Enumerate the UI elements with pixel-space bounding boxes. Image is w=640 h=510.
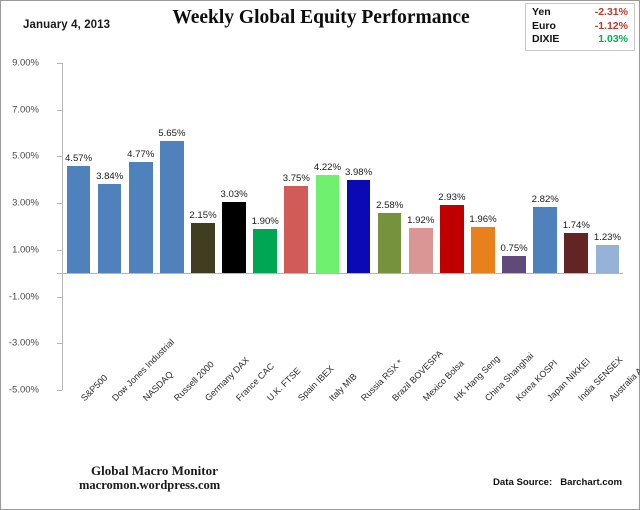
brand-name: Global Macro Monitor [91, 463, 218, 478]
y-axis-tick [57, 109, 62, 111]
y-axis-tick [57, 203, 62, 205]
bar-slot: 1.90% [250, 63, 281, 390]
bar-value-label: 2.93% [438, 191, 466, 203]
data-source-value: Barchart.com [560, 477, 623, 488]
y-axis-tick-label: -3.00% [8, 337, 39, 349]
bar-value-label: 2.15% [189, 210, 217, 221]
bar-value-label: 0.75% [500, 242, 528, 254]
bar[interactable] [377, 212, 402, 274]
bar[interactable] [253, 228, 278, 274]
bar[interactable] [66, 166, 91, 274]
bar-value-label: 2.58% [376, 199, 404, 211]
bar-value-label: 1.92% [407, 215, 435, 227]
bar[interactable] [315, 174, 340, 274]
bar-value-label: 3.98% [344, 167, 373, 179]
y-axis-line [62, 63, 63, 390]
bar-value-label: 3.84% [96, 170, 124, 182]
y-axis-tick-label: 7.00% [12, 104, 39, 116]
data-source-label: Data Source: [493, 477, 553, 488]
y-axis-tick [57, 343, 62, 345]
fx-row: Euro -1.12% [532, 20, 628, 34]
y-axis-tick [57, 63, 62, 64]
bar[interactable] [284, 185, 309, 274]
bar-slot: 1.23% [592, 63, 623, 390]
zero-baseline [57, 273, 623, 275]
bar[interactable] [191, 223, 215, 274]
fx-value: -2.31% [594, 6, 628, 18]
y-axis-tick-label: 9.00% [12, 57, 39, 69]
bar-value-label: 1.23% [593, 231, 622, 243]
chart-title: Weekly Global Equity Performance [172, 7, 470, 28]
bar-slot: 3.75% [281, 63, 312, 390]
bar-slot: 5.65% [156, 63, 187, 390]
bar-value-label: 3.75% [282, 172, 310, 184]
fx-name: Yen [532, 6, 551, 18]
bar-slot: 2.93% [436, 63, 467, 390]
bar[interactable] [595, 244, 620, 274]
bar-slot: 3.98% [343, 63, 374, 390]
bar-value-label: 3.03% [220, 189, 248, 201]
bar[interactable] [128, 161, 153, 274]
bar[interactable] [471, 227, 495, 274]
bar[interactable] [222, 202, 246, 274]
bar[interactable] [346, 180, 371, 274]
y-axis-tick-label: -1.00% [8, 291, 39, 303]
bar-value-label: 4.22% [313, 161, 342, 173]
bar-value-label: 1.90% [251, 215, 279, 227]
fx-value: -1.12% [594, 19, 628, 32]
bar[interactable] [408, 228, 433, 274]
y-axis-tick-label: 1.00% [12, 244, 39, 256]
y-axis-tick [57, 249, 62, 251]
date-label: January 4, 2013 [23, 19, 111, 31]
brand-footer: Global Macro Monitor macromon.wordpress.… [79, 463, 220, 493]
plot-area: 9.00% 7.00% 5.00% 3.00% 1.00% -1.00% -3.00% -5.… [9, 58, 640, 404]
bar-value-label: 2.82% [531, 194, 559, 206]
y-axis-tick [57, 296, 62, 298]
bar-value-label: 5.65% [158, 128, 186, 140]
bar-slot: 2.82% [530, 63, 561, 390]
bar-value-label: 1.74% [562, 219, 590, 231]
bar[interactable] [564, 232, 589, 274]
bar-value-label: 1.96% [469, 214, 497, 226]
fx-row: DIXIE 1.03% [532, 33, 628, 47]
bar-slot: 4.22% [312, 63, 343, 390]
bar-slot: 4.57% [63, 63, 94, 390]
y-axis-tick-label: -5.00% [8, 384, 39, 396]
fx-value: 1.03% [598, 33, 628, 45]
bar-slot: 3.84% [94, 63, 125, 390]
bar[interactable] [502, 255, 526, 274]
bar-slot: 0.75% [499, 63, 530, 390]
bar-slot: 1.92% [405, 63, 436, 390]
bar-slot: 4.77% [125, 63, 156, 390]
fx-name: DIXIE [532, 33, 560, 45]
bar-value-label: 4.57% [64, 153, 93, 165]
data-source: Data Source: Barchart.com [493, 477, 622, 488]
y-axis-tick [57, 156, 62, 158]
brand-url: macromon.wordpress.com [79, 478, 221, 492]
bar[interactable] [97, 183, 122, 274]
fx-summary-box: Yen -2.31% Euro -1.12% DIXIE 1.03% [525, 3, 635, 51]
bar[interactable] [440, 204, 464, 274]
bar[interactable] [160, 141, 184, 274]
y-axis-tick [57, 390, 62, 391]
y-axis-tick-label: 3.00% [12, 197, 39, 209]
fx-row: Yen -2.31% [532, 6, 628, 20]
bar-slot: 1.96% [467, 63, 498, 390]
fx-name: Euro [532, 19, 556, 32]
bar[interactable] [533, 207, 558, 274]
bar-slot: 1.74% [561, 63, 592, 390]
bar-value-label: 4.77% [127, 148, 155, 160]
bar-slot: 2.15% [187, 63, 218, 390]
bar-slot: 3.03% [219, 63, 250, 390]
bar-slot: 2.58% [374, 63, 405, 390]
y-axis-tick-label: 5.00% [12, 150, 39, 162]
